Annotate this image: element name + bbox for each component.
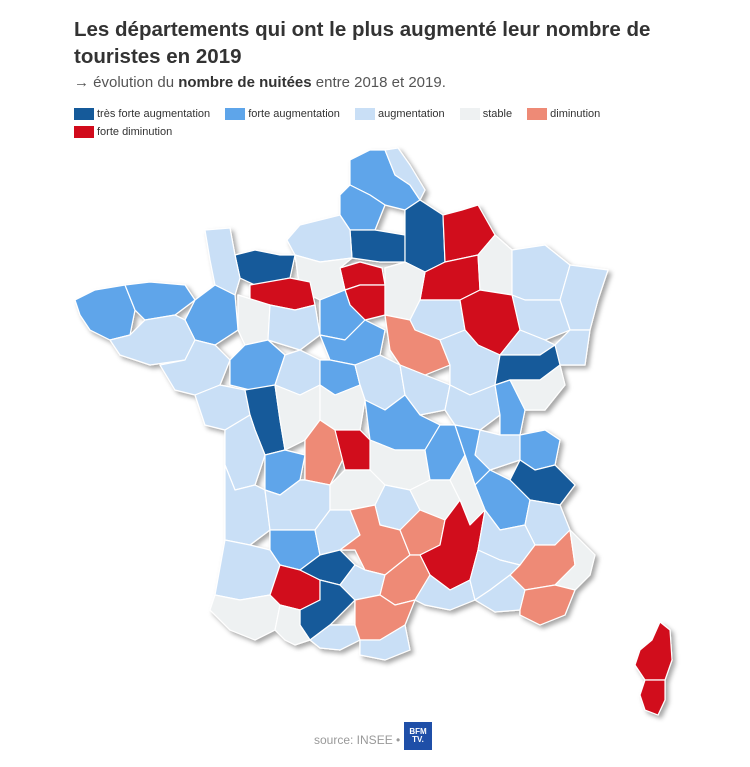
department-saone-et-loire[interactable] [444, 384, 501, 431]
department-pyrenees-orientales[interactable] [359, 624, 411, 661]
department-nord-east[interactable] [384, 147, 426, 201]
department-haute-corse[interactable] [634, 621, 673, 681]
department-indre[interactable] [319, 384, 366, 431]
department-aisne[interactable] [404, 199, 446, 273]
department-hautes-pyrenees[interactable] [274, 604, 311, 646]
department-corse-du-sud[interactable] [639, 679, 666, 716]
legend-item-tres-forte-augmentation[interactable]: très forte augmentation [74, 107, 210, 121]
source-text: source: INSEE • [314, 733, 401, 747]
legend-swatch [527, 108, 548, 120]
subtitle-text-after: entre 2018 et 2019. [311, 74, 446, 91]
department-cotes-darmor[interactable] [124, 281, 196, 321]
legend-label: stable [482, 108, 513, 120]
legend-label: augmentation [377, 108, 445, 120]
subtitle-bold: nombre de nuitées [178, 74, 312, 91]
department-pyrenees-atlantiques[interactable] [209, 594, 281, 641]
legend-label: très forte augmentation [97, 108, 211, 120]
legend-item-forte-diminution[interactable]: forte diminution [74, 125, 172, 139]
department-haut-rhin[interactable] [554, 329, 591, 366]
legend-swatch [225, 108, 246, 120]
subtitle-text-before: évolution du [89, 74, 179, 91]
bfm-tv-logo: BFM TV. [404, 722, 432, 750]
legend-swatch [74, 108, 94, 120]
department-finistere[interactable] [74, 284, 136, 341]
legend-item-diminution[interactable]: diminution [527, 107, 600, 121]
department-somme[interactable] [349, 229, 406, 263]
legend-label: diminution [550, 108, 601, 120]
france-departments-map [74, 147, 673, 716]
department-manche[interactable] [204, 227, 241, 296]
legend-swatch [459, 108, 480, 120]
department-morbihan[interactable] [109, 314, 196, 366]
legend-swatch [354, 108, 375, 120]
legend-label: forte augmentation [248, 108, 340, 120]
subtitle-arrow: → [74, 74, 89, 91]
logo-line-2: TV. [412, 735, 424, 744]
legend-item-augmentation[interactable]: augmentation [354, 107, 445, 121]
subtitle: → évolution du nombre de nuitées entre 2… [74, 74, 446, 91]
department-var[interactable] [519, 584, 576, 626]
department-calvados[interactable] [234, 249, 296, 286]
legend-item-stable[interactable]: stable [459, 107, 513, 121]
legend-swatch [74, 126, 94, 138]
department-gard[interactable] [414, 574, 476, 611]
department-sarthe[interactable] [267, 304, 321, 351]
page-title: Les départements qui ont le plus augment… [74, 18, 651, 68]
logo-line-1: BFM [409, 727, 427, 736]
legend-item-forte-augmentation[interactable]: forte augmentation [225, 107, 340, 121]
department-moselle[interactable] [511, 244, 571, 301]
legend-label: forte diminution [97, 126, 173, 138]
legend: très forte augmentation forte augmentati… [74, 107, 634, 143]
